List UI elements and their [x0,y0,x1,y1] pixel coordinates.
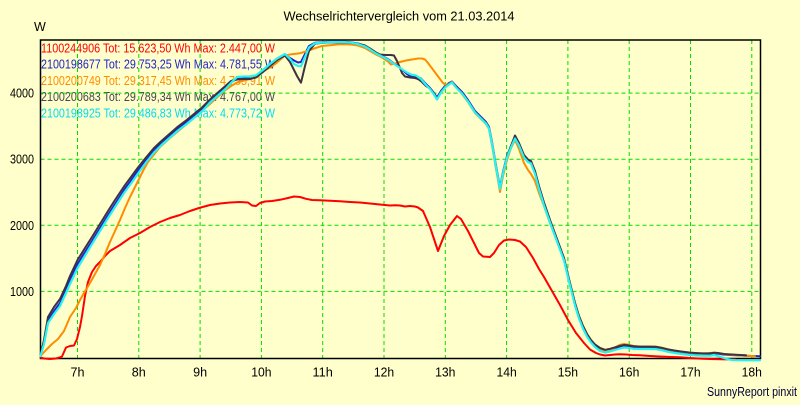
svg-text:Wechselrichtervergleich vom 21: Wechselrichtervergleich vom 21.03.2014 [284,10,515,24]
svg-text:3000: 3000 [10,153,34,167]
svg-text:10h: 10h [251,366,271,380]
svg-text:4000: 4000 [10,87,34,101]
svg-text:7h: 7h [71,366,85,380]
svg-text:18h: 18h [742,366,762,380]
svg-text:2100198925 Tot: 29.486,83 Wh M: 2100198925 Tot: 29.486,83 Wh Max: 4.773,… [41,106,275,120]
svg-text:15h: 15h [558,366,578,380]
svg-text:2000: 2000 [10,219,34,233]
svg-text:1100244906 Tot: 15.623,50 Wh M: 1100244906 Tot: 15.623,50 Wh Max: 2.447,… [41,42,275,56]
svg-text:2100200683 Tot: 29.789,34 Wh M: 2100200683 Tot: 29.789,34 Wh Max: 4.767,… [41,90,275,104]
svg-text:14h: 14h [496,366,516,380]
svg-text:13h: 13h [435,366,455,380]
svg-text:9h: 9h [193,366,207,380]
svg-text:11h: 11h [313,366,333,380]
svg-text:8h: 8h [132,366,146,380]
svg-text:17h: 17h [680,366,700,380]
svg-text:16h: 16h [619,366,639,380]
svg-text:SunnyReport pinxit: SunnyReport pinxit [707,385,797,399]
svg-text:W: W [34,20,46,34]
svg-text:2100198677 Tot: 29.753,25 Wh M: 2100198677 Tot: 29.753,25 Wh Max: 4.781,… [41,58,275,72]
svg-text:2100200749 Tot: 29.317,45 Wh M: 2100200749 Tot: 29.317,45 Wh Max: 4.755,… [41,74,275,88]
svg-text:1000: 1000 [10,285,34,299]
svg-text:12h: 12h [374,366,394,380]
